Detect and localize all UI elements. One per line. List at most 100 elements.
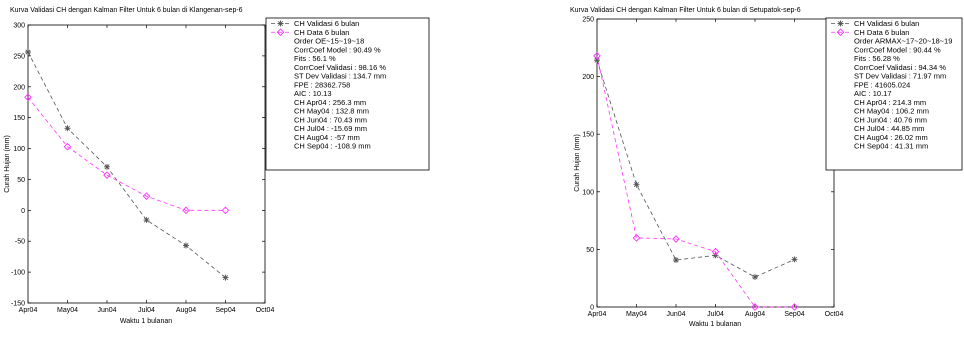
data-point-data: [24, 93, 32, 102]
series-line-0: [596, 60, 795, 278]
legend-series-label: CH Data 6 bulan: [854, 28, 909, 37]
legend-note: CH Sep04 : 41.31 mm: [854, 142, 928, 151]
data-point-data: [103, 171, 111, 179]
data-point-data: [632, 234, 641, 242]
x-tick-label: Jun04: [666, 311, 685, 318]
chart-title: Kurva Validasi CH dengan Kalman Filter U…: [570, 7, 801, 14]
data-point-data: [711, 247, 720, 256]
legend-note: CH May04 : 106.2 mm: [854, 107, 929, 116]
y-tick-label: 150: [13, 115, 25, 122]
x-tick-label: Aug04: [745, 311, 765, 318]
data-point-validasi: [633, 181, 640, 188]
data-point-validasi: [594, 57, 600, 64]
x-axis-label: Waktu 1 bulanan: [120, 318, 172, 325]
data-point-validasi: [222, 274, 229, 281]
x-tick-label: Jul04: [707, 311, 724, 318]
x-tick-label: Oct04: [825, 311, 844, 318]
chart-klangenan: Kurva Validasi CH dengan Kalman Filter U…: [4, 7, 430, 325]
legend-series-label: CH Validasi 6 bulan: [854, 19, 919, 28]
y-axis-label: Curah Hujan (mm): [574, 134, 581, 192]
y-tick-label: 50: [586, 247, 594, 254]
x-tick-label: May04: [57, 307, 78, 314]
x-axis-label: Waktu 1 bulanan: [689, 321, 741, 328]
legend-note: AIC : 10.17: [854, 89, 892, 98]
legend-note: CH May04 : 132.8 mm: [294, 107, 369, 116]
legend-note: CH Aug04 : 26.02 mm: [854, 133, 928, 142]
series-line-0: [27, 51, 226, 278]
data-point-validasi: [64, 125, 71, 132]
legend-series-label: CH Validasi 6 bulan: [294, 19, 359, 28]
data-point-validasi: [25, 48, 31, 55]
legend-note: FPE : 28362.758: [294, 80, 350, 89]
data-point-validasi: [791, 256, 798, 263]
legend-series-label: CH Data 6 bulan: [294, 28, 349, 37]
legend-note: CH Apr04 : 214.3 mm: [854, 98, 926, 107]
legend-marker-data: [836, 28, 845, 37]
y-tick-label: 300: [13, 23, 25, 30]
plot-area-frame: [596, 18, 835, 308]
x-tick-label: Aug04: [176, 307, 196, 314]
y-tick-label: 50: [17, 177, 25, 184]
y-axis-label: Curah Hujan (mm): [4, 135, 11, 193]
data-point-data: [63, 142, 72, 151]
legend-note: Fits : 56.28 %: [854, 54, 900, 63]
legend-note: CorrCoef Model : 90.44 %: [854, 45, 941, 54]
data-point-data: [221, 206, 230, 215]
legend-note: CH Jun04 : 40.76 mm: [854, 115, 927, 124]
legend-note: ST Dev Validasi : 71.97 mm: [854, 72, 946, 81]
legend-marker-validasi: [837, 20, 844, 27]
chart-title: Kurva Validasi CH dengan Kalman Filter U…: [10, 7, 243, 14]
y-tick-label: 150: [582, 132, 594, 139]
legend-note: CorrCoef Model : 90.49 %: [294, 45, 381, 54]
legend-note: CorrCoef Validasi : 94.34 %: [854, 63, 946, 72]
y-tick-label: 250: [13, 53, 25, 60]
x-tick-label: Sep04: [784, 311, 804, 318]
data-point-validasi: [673, 257, 679, 264]
x-tick-label: Sep04: [215, 307, 235, 314]
legend-note: Order ARMAX~17~20~18~19: [854, 37, 952, 46]
legend-note: CH Apr04 : 256.3 mm: [294, 98, 366, 107]
legend-note: CH Jul04 : 44.85 mm: [854, 124, 924, 133]
data-point-data: [142, 192, 151, 200]
series-line-1: [27, 97, 226, 211]
data-point-validasi: [752, 274, 758, 281]
series-line-1: [596, 55, 795, 308]
y-tick-label: -50: [15, 239, 25, 246]
x-tick-label: Oct04: [256, 307, 275, 314]
x-tick-label: Jun04: [97, 307, 116, 314]
x-tick-label: Jul04: [138, 307, 155, 314]
legend-note: Fits : 56.1 %: [294, 54, 336, 63]
y-tick-label: -100: [11, 270, 25, 277]
legend-note: FPE : 41605.024: [854, 80, 910, 89]
legend-note: Order OE~15~19~18: [294, 37, 364, 46]
plot-area-frame: [27, 24, 266, 304]
data-point-validasi: [183, 242, 189, 249]
legend-note: CH Jun04 : 70.43 mm: [294, 115, 367, 124]
chart-setupatok: Kurva Validasi CH dengan Kalman Filter U…: [570, 7, 963, 328]
legend-frame: [265, 17, 430, 171]
legend-note: CH Sep04 : -108.9 mm: [294, 142, 371, 151]
legend-note: CorrCoef Validasi : 98.16 %: [294, 63, 386, 72]
legend-frame: [825, 17, 963, 171]
data-point-data: [182, 206, 190, 215]
y-tick-label: 200: [582, 74, 594, 81]
y-tick-label: 100: [582, 189, 594, 196]
legend-marker-validasi: [277, 20, 284, 27]
y-tick-label: -150: [11, 301, 25, 308]
y-tick-label: 200: [13, 84, 25, 91]
x-tick-label: May04: [626, 311, 647, 318]
y-tick-label: 0: [590, 305, 594, 312]
legend-note: CH Aug04 : -57 mm: [294, 133, 360, 142]
y-tick-label: 100: [13, 146, 25, 153]
x-tick-label: Apr04: [588, 311, 607, 318]
legend-note: ST Dev Validasi : 134.7 mm: [294, 72, 386, 81]
data-point-validasi: [104, 163, 110, 170]
data-point-validasi: [143, 217, 150, 224]
x-tick-label: Apr04: [19, 307, 38, 314]
legend-note: AIC : 10.13: [294, 89, 332, 98]
data-point-data: [751, 303, 759, 311]
